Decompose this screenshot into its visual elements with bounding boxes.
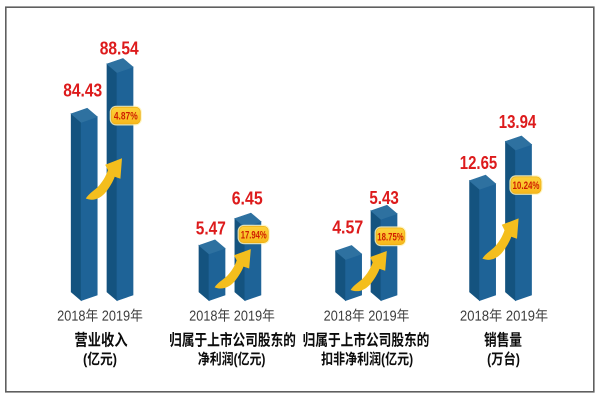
svg-text:6.45: 6.45 — [232, 188, 263, 208]
svg-text:10.24%: 10.24% — [513, 180, 540, 192]
svg-text:5.47: 5.47 — [196, 218, 226, 238]
svg-text:4.57: 4.57 — [332, 217, 363, 237]
svg-text:84.43: 84.43 — [63, 80, 102, 100]
svg-text:4.87%: 4.87% — [114, 111, 138, 123]
svg-text:5.43: 5.43 — [369, 188, 399, 208]
svg-text:88.54: 88.54 — [100, 38, 139, 58]
svg-text:12.65: 12.65 — [460, 153, 498, 173]
svg-text:18.75%: 18.75% — [377, 231, 403, 243]
svg-text:13.94: 13.94 — [499, 112, 537, 132]
svg-text:17.94%: 17.94% — [241, 230, 267, 242]
